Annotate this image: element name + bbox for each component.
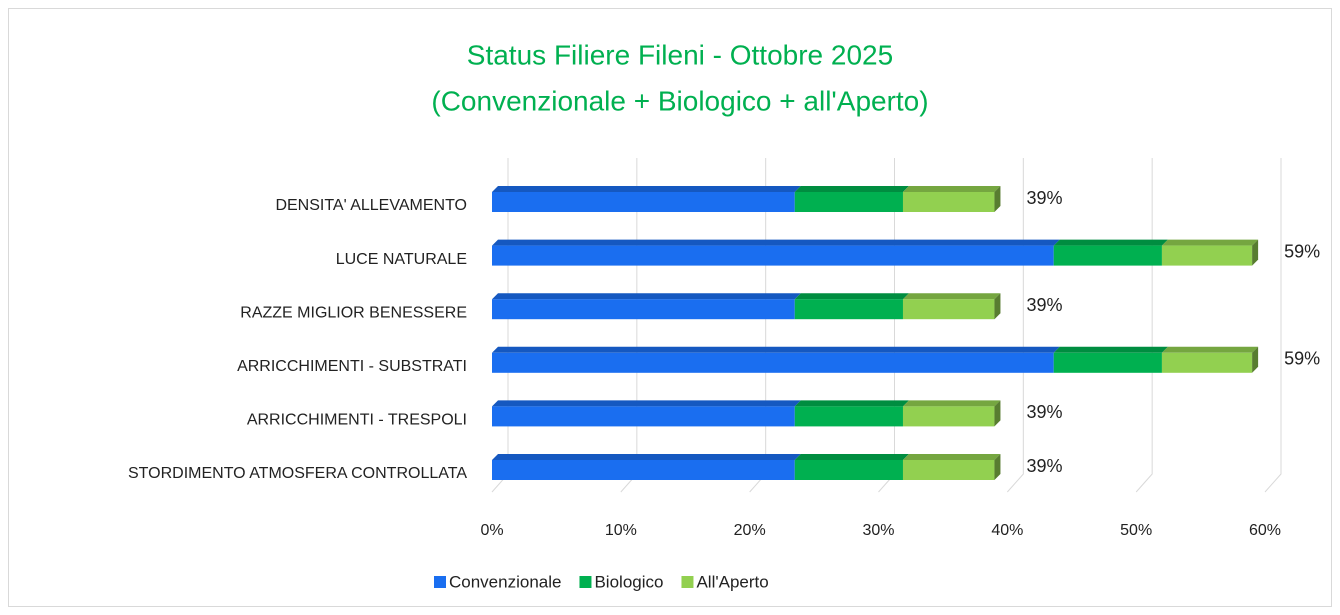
- bar-front: [902, 406, 995, 427]
- legend-swatch: [579, 576, 592, 588]
- bar-segment: [902, 400, 1001, 427]
- bar-top: [794, 454, 909, 460]
- bar-top: [902, 400, 1001, 407]
- bar-segment: [794, 293, 909, 320]
- bar-segment: [902, 293, 1001, 320]
- bar-front: [492, 352, 1054, 373]
- bar-top: [1161, 346, 1259, 353]
- legend-label: Convenzionale: [449, 572, 561, 591]
- bar-front: [492, 245, 1054, 266]
- legend-swatch: [681, 576, 694, 588]
- bar-top: [902, 293, 1001, 300]
- category-label: LUCE NATURALE: [336, 251, 467, 268]
- total-label: 59%: [1284, 349, 1320, 369]
- bar-front: [794, 406, 903, 427]
- bar-top: [492, 293, 801, 300]
- x-tick-label: 10%: [605, 522, 637, 539]
- bar-segment: [492, 293, 801, 320]
- total-label: 39%: [1026, 188, 1062, 208]
- bar-side: [1252, 239, 1259, 266]
- bar-top: [492, 186, 801, 192]
- total-label: 39%: [1026, 295, 1062, 315]
- bar-top: [492, 400, 801, 407]
- bar-front: [794, 460, 903, 480]
- bar-front: [902, 299, 995, 320]
- x-tick-label: 60%: [1249, 522, 1281, 539]
- legend-label: Biologico: [594, 572, 663, 591]
- category-label: ARRICCHIMENTI - SUBSTRATI: [237, 358, 467, 375]
- bar-segment: [794, 400, 909, 427]
- bar-side: [994, 293, 1001, 320]
- bar-segment: [492, 346, 1060, 373]
- x-tick-label: 40%: [991, 522, 1023, 539]
- bar-side: [994, 186, 1001, 212]
- x-tick-label: 20%: [734, 522, 766, 539]
- bar-front: [1161, 245, 1253, 266]
- bar-segment: [902, 454, 1001, 480]
- bar-front: [1161, 352, 1253, 373]
- bar-front: [794, 192, 903, 212]
- bar-top: [902, 186, 1001, 192]
- bar-front: [492, 299, 795, 320]
- bar-top: [794, 400, 909, 407]
- bar-front: [794, 299, 903, 320]
- bar-top: [1161, 239, 1259, 246]
- category-label: STORDIMENTO ATMOSFERA CONTROLLATA: [128, 465, 467, 482]
- x-tick-label: 50%: [1120, 522, 1152, 539]
- chart-title: Status Filiere Fileni - Ottobre 2025: [467, 39, 893, 70]
- bar-front: [902, 460, 995, 480]
- total-label: 39%: [1026, 456, 1062, 476]
- legend-swatch: [434, 576, 446, 588]
- bar-segment: [1053, 239, 1168, 266]
- total-label: 39%: [1026, 402, 1062, 422]
- category-label: RAZZE MIGLIOR BENESSERE: [240, 304, 467, 321]
- bar-top: [492, 239, 1060, 246]
- bar-segment: [1161, 239, 1259, 266]
- bar-front: [1053, 245, 1162, 266]
- bar-top: [902, 454, 1001, 460]
- bar-segment: [794, 454, 909, 480]
- category-label: ARRICCHIMENTI - TRESPOLI: [247, 412, 467, 429]
- bar-segment: [492, 239, 1060, 266]
- bar-top: [1053, 239, 1168, 246]
- bar-segment: [902, 186, 1001, 212]
- grid-line: [1264, 158, 1282, 493]
- bar-top: [1053, 346, 1168, 353]
- bar-front: [902, 192, 995, 212]
- bar-front: [1053, 352, 1162, 373]
- bar-top: [794, 186, 909, 192]
- bar-segment: [794, 186, 909, 212]
- bar-side: [1252, 346, 1259, 373]
- bar-segment: [1161, 346, 1259, 373]
- bar-front: [492, 192, 795, 212]
- x-tick-label: 0%: [480, 522, 503, 539]
- bar-side: [994, 454, 1001, 480]
- category-label: DENSITA' ALLEVAMENTO: [275, 197, 467, 214]
- bar-segment: [1053, 346, 1168, 373]
- bar-top: [492, 454, 801, 460]
- bar-top: [492, 346, 1060, 353]
- bar-segment: [492, 400, 801, 427]
- bar-front: [492, 406, 795, 427]
- bar-top: [794, 293, 909, 300]
- bar-segment: [492, 454, 801, 480]
- legend-label: All'Aperto: [696, 572, 768, 591]
- x-tick-label: 30%: [862, 522, 894, 539]
- bar-segment: [492, 186, 801, 212]
- chart-subtitle: (Convenzionale + Biologico + all'Aperto): [431, 85, 928, 116]
- bar-front: [492, 460, 795, 480]
- bar-side: [994, 400, 1001, 427]
- total-label: 59%: [1284, 241, 1320, 261]
